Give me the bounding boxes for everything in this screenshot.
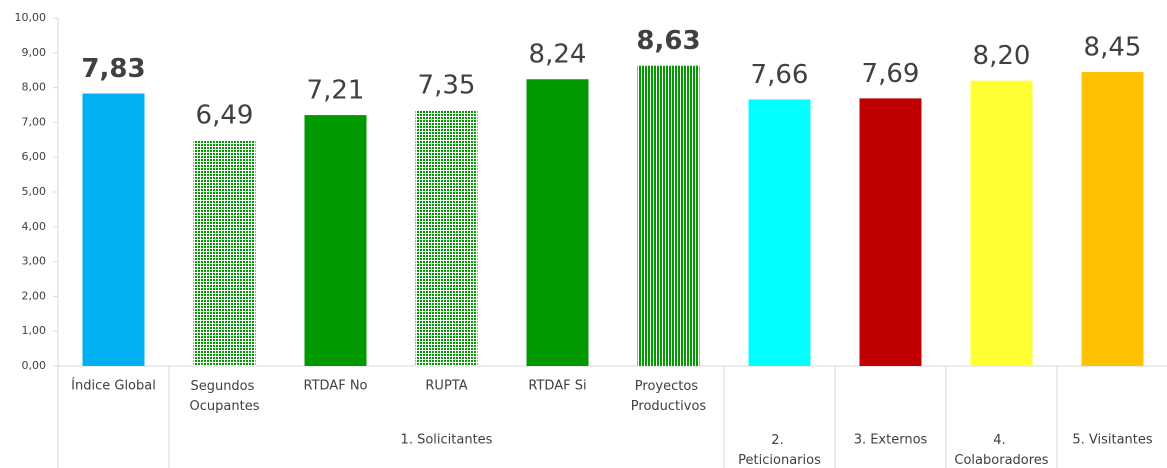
value-label: 7,83 (81, 54, 145, 84)
group-label: 1. Solicitantes (401, 433, 493, 448)
group-label: 4. Colaboradores (954, 433, 1048, 468)
bar (637, 65, 700, 367)
y-tick-label: 0,00 (22, 359, 47, 372)
bar (859, 98, 922, 366)
y-tick-label: 7,00 (22, 115, 47, 128)
group-label: 2. Peticionarios (738, 433, 821, 468)
y-tick-label: 4,00 (22, 220, 47, 233)
bar (970, 80, 1033, 366)
x-tick-label: RUPTA (425, 379, 467, 394)
x-tick-label: Índice Global (71, 378, 156, 394)
bar (304, 115, 367, 366)
y-tick-label: 2,00 (22, 289, 47, 302)
y-tick-label: 1,00 (22, 324, 47, 337)
x-tick-label: RTDAF No (304, 379, 368, 394)
value-label: 8,20 (973, 41, 1031, 71)
y-tick-label: 3,00 (22, 255, 47, 268)
bar (1081, 71, 1144, 366)
value-label: 7,69 (862, 59, 920, 89)
group-label: 5. Visitantes (1072, 433, 1153, 448)
y-tick-label: 9,00 (22, 46, 47, 59)
y-tick-label: 6,00 (22, 150, 47, 163)
bar (415, 110, 478, 366)
value-label: 8,24 (529, 40, 587, 70)
bar (526, 79, 589, 367)
value-label: 8,45 (1084, 32, 1142, 62)
bar (193, 140, 256, 366)
value-label: 8,63 (636, 26, 700, 56)
bar (748, 99, 811, 366)
y-tick-label: 5,00 (22, 185, 47, 198)
value-label: 6,49 (196, 101, 254, 131)
value-label: 7,66 (751, 60, 809, 90)
y-tick-label: 8,00 (22, 81, 47, 94)
value-label: 7,21 (307, 76, 365, 106)
x-tick-label: RTDAF Si (528, 379, 586, 394)
x-tick-label: Segundos Ocupantes (190, 379, 260, 414)
value-label: 7,35 (418, 71, 476, 101)
y-tick-label: 10,00 (15, 11, 47, 24)
bar (82, 93, 145, 367)
x-tick-label: Proyectos Productivos (631, 379, 707, 414)
group-label: 3. Externos (854, 433, 928, 448)
